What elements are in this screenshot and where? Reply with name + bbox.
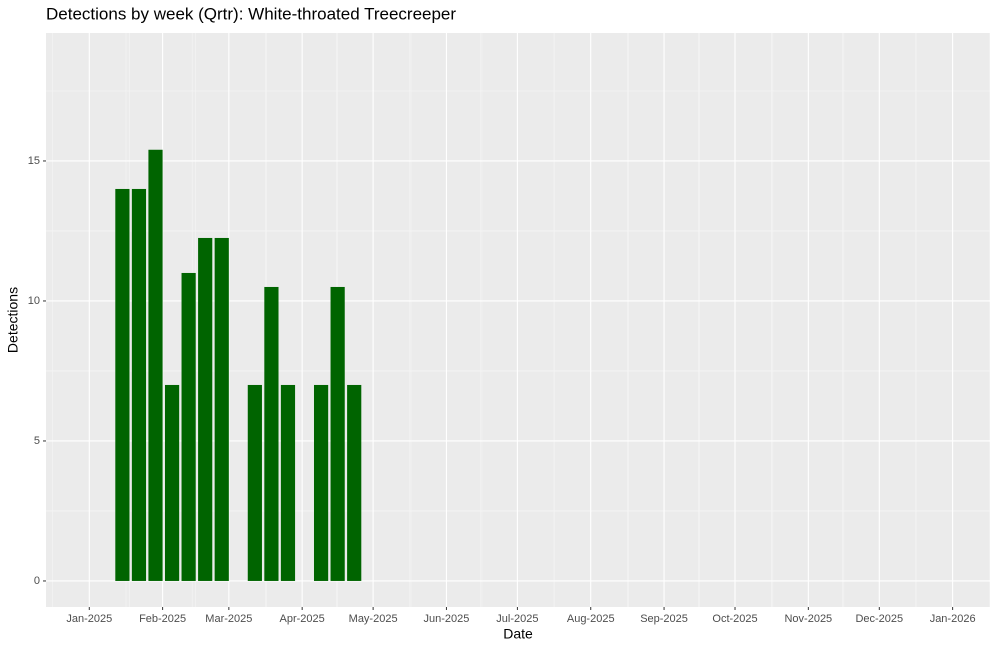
- y-tick-label: 15: [28, 155, 40, 167]
- bar: [131, 188, 147, 581]
- bar: [214, 237, 229, 581]
- bar: [280, 384, 296, 581]
- x-tick-label: Dec-2025: [855, 613, 903, 625]
- bar: [164, 384, 180, 581]
- x-tick-label: Jun-2025: [424, 613, 470, 625]
- x-tick-label: Sep-2025: [640, 613, 688, 625]
- y-tick-label: 5: [34, 435, 40, 447]
- x-tick-label: Jan-2025: [66, 613, 112, 625]
- bar: [347, 384, 362, 581]
- y-tick-label: 10: [28, 295, 40, 307]
- bar: [264, 286, 279, 581]
- bar: [115, 188, 130, 581]
- x-tick-label: Mar-2025: [205, 613, 252, 625]
- bar: [148, 149, 163, 581]
- x-tick-label: Feb-2025: [139, 613, 186, 625]
- y-axis-label: Detections: [5, 287, 21, 353]
- x-tick-label: May-2025: [349, 613, 398, 625]
- x-tick-label: Apr-2025: [280, 613, 325, 625]
- x-tick-label: Oct-2025: [712, 613, 757, 625]
- bar: [198, 237, 213, 581]
- x-tick-label: Aug-2025: [567, 613, 615, 625]
- y-tick-label: 0: [34, 575, 40, 587]
- bar: [181, 272, 196, 581]
- bar: [330, 286, 345, 581]
- x-tick-label: Nov-2025: [784, 613, 832, 625]
- chart-title: Detections by week (Qrtr): White-throate…: [46, 4, 456, 23]
- x-axis-label: Date: [503, 626, 533, 642]
- x-tick-label: Jul-2025: [496, 613, 538, 625]
- marks: [115, 149, 362, 581]
- bar: [313, 384, 329, 581]
- bar: [247, 384, 262, 581]
- x-tick-label: Jan-2026: [930, 613, 976, 625]
